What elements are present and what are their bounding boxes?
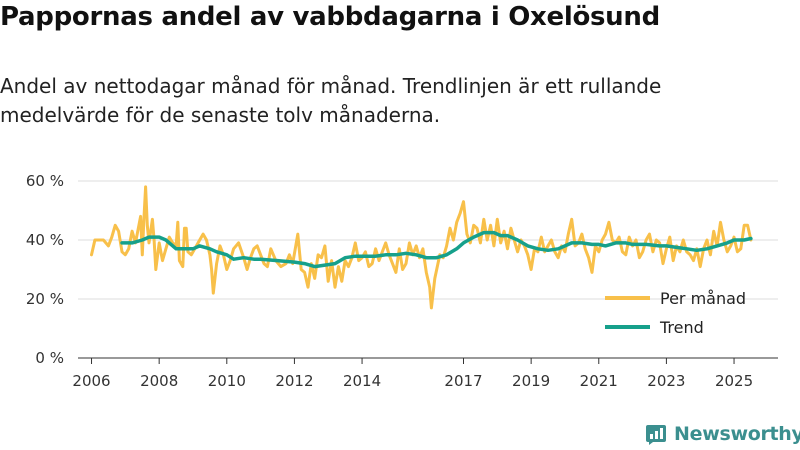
brand-logo: Newsworthy: [646, 421, 800, 447]
monthly-series-line: [90, 185, 753, 310]
legend-label-monthly[interactable]: Per månad: [660, 289, 746, 308]
x-tick-label: 2017: [444, 372, 482, 390]
x-axis: 2006 2008 2010 2012 2014 2017 2019 2021 2023 2025: [72, 358, 753, 390]
x-tick-label: 2019: [512, 372, 550, 390]
x-tick-label: 2012: [275, 372, 313, 390]
x-tick-label: 2023: [647, 372, 685, 390]
x-tick-label: 2025: [715, 372, 753, 390]
trend-series-line: [120, 230, 753, 269]
legend-label-trend[interactable]: Trend: [659, 318, 704, 337]
y-axis: 0 % 20 % 40 % 60 %: [26, 172, 64, 367]
legend[interactable]: Per månad Trend: [605, 289, 746, 337]
x-tick-label: 2014: [343, 372, 381, 390]
x-tick-label: 2006: [72, 372, 110, 390]
brand-name: Newsworthy: [674, 423, 800, 445]
y-tick-label: 60 %: [26, 172, 64, 190]
grid-layer: [78, 180, 778, 359]
x-tick-label: 2010: [208, 372, 246, 390]
y-tick-label: 40 %: [26, 231, 64, 249]
y-tick-label: 0 %: [35, 349, 64, 367]
series-layer: [90, 185, 753, 310]
x-tick-label: 2008: [140, 372, 178, 390]
chart-subtitle: Andel av nettodagar månad för månad. Tre…: [0, 74, 662, 127]
chart-title: Pappornas andel av vabbdagarna i Oxelösu…: [0, 2, 660, 32]
x-tick-label: 2021: [580, 372, 618, 390]
y-tick-label: 20 %: [26, 290, 64, 308]
newsworthy-logo-icon: [646, 425, 666, 445]
